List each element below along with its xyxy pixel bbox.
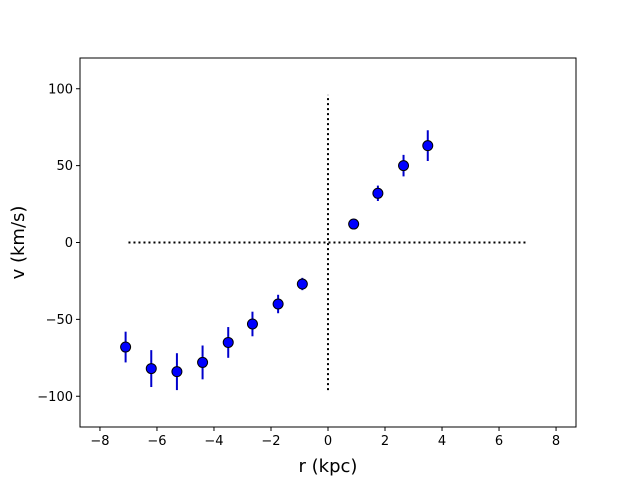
data-point [222, 336, 234, 348]
x-tick-label: 2 [381, 434, 389, 449]
data-point [197, 356, 209, 368]
data-point [272, 298, 284, 310]
x-axis: −8 −6 −4 −2 0 2 4 6 8 [90, 427, 560, 449]
y-axis-label: v (km/s) [8, 206, 29, 280]
x-tick-label: −2 [261, 434, 280, 449]
data-point [145, 363, 157, 375]
x-tick-label: 4 [438, 434, 446, 449]
y-tick-label: 100 [48, 82, 73, 97]
data-point [296, 278, 308, 290]
x-tick-label: −4 [204, 434, 223, 449]
data-point [422, 140, 434, 152]
data-point [372, 187, 384, 199]
data-point [120, 341, 132, 353]
plot-area [120, 94, 528, 391]
x-tick-label: −6 [147, 434, 166, 449]
data-point [398, 160, 410, 172]
data-point [171, 366, 183, 378]
x-axis-label: r (kpc) [299, 456, 358, 477]
y-tick-label: −100 [37, 390, 73, 405]
x-tick-label: 0 [324, 434, 332, 449]
y-tick-label: −50 [46, 313, 73, 328]
data-point [348, 218, 360, 230]
data-point [246, 318, 258, 330]
y-tick-label: 50 [56, 159, 73, 174]
x-tick-label: 6 [495, 434, 503, 449]
x-tick-label: −8 [90, 434, 109, 449]
y-axis: −100 −50 0 50 100 [37, 82, 80, 405]
y-tick-label: 0 [65, 236, 73, 251]
x-tick-label: 8 [552, 434, 560, 449]
